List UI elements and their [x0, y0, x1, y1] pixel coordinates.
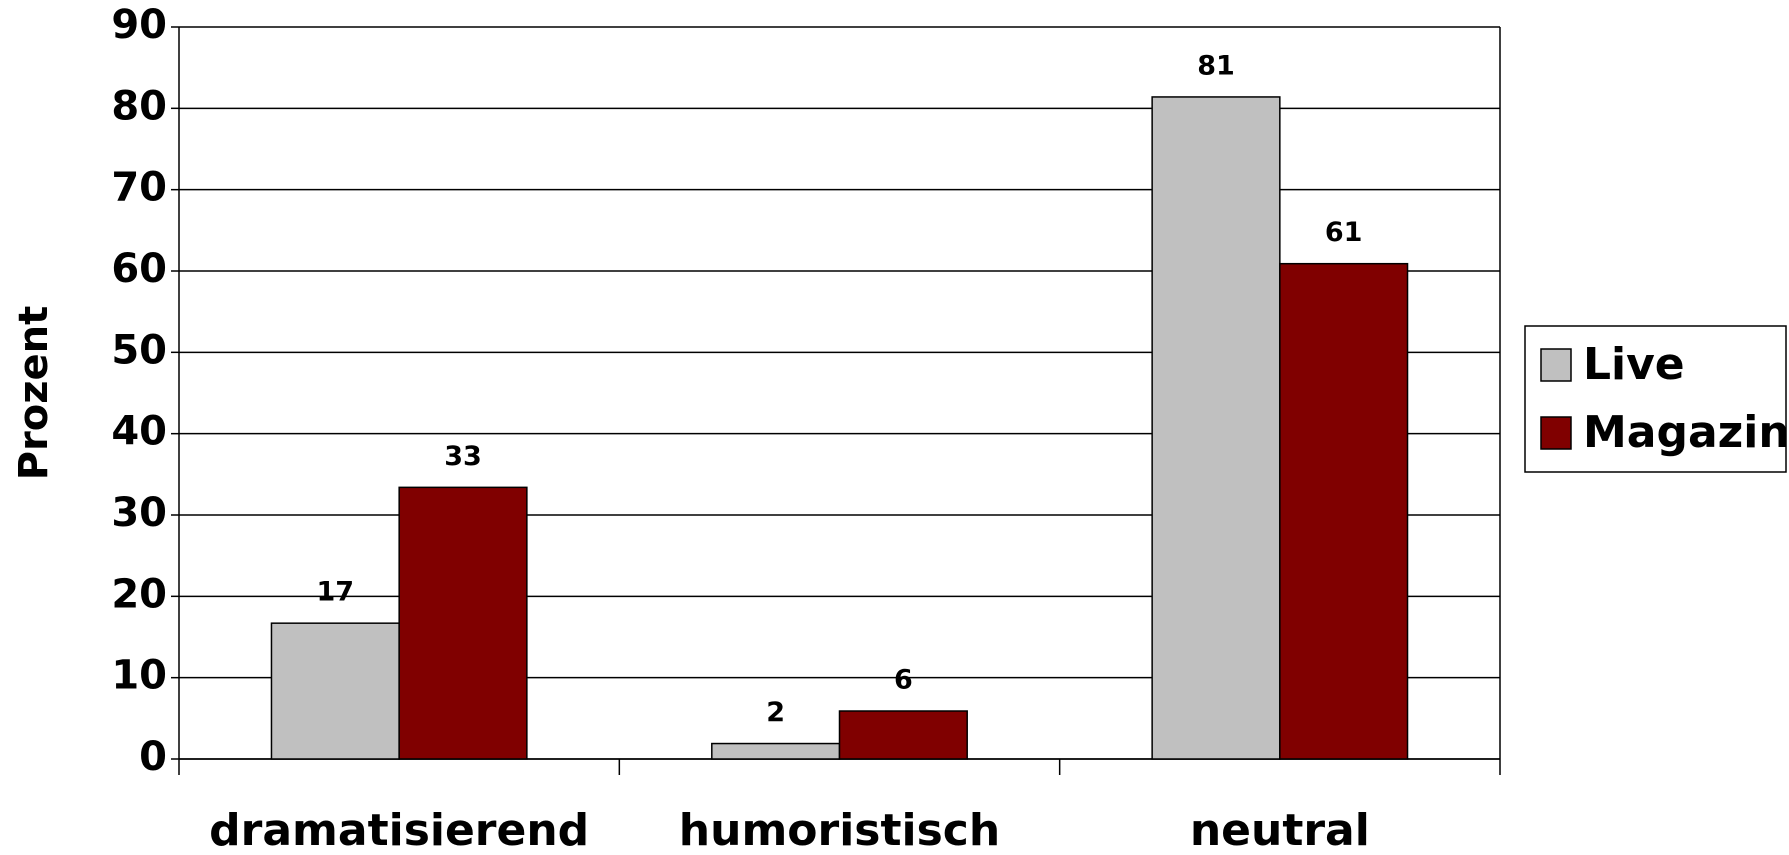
x-tick-label: neutral	[1190, 805, 1370, 855]
y-tick-label: 70	[111, 165, 167, 211]
bar	[1279, 262, 1409, 760]
y-tick-label: 90	[111, 2, 167, 48]
legend-label: Magazin	[1583, 407, 1789, 458]
y-tick-label: 0	[139, 734, 167, 780]
data-label: 17	[317, 577, 355, 608]
bar	[270, 622, 400, 760]
data-label: 2	[766, 697, 785, 728]
y-tick-label: 50	[111, 327, 167, 373]
y-tick-label: 80	[111, 83, 167, 129]
y-tick-label: 30	[111, 490, 167, 536]
data-label: 61	[1325, 217, 1363, 248]
x-tick-label: humoristisch	[679, 805, 1000, 855]
bar	[398, 486, 528, 760]
legend-swatch	[1540, 416, 1572, 450]
x-tick-label: dramatisierend	[209, 805, 589, 855]
data-label: 81	[1197, 50, 1235, 81]
legend-swatch	[1540, 348, 1572, 382]
y-tick-label: 60	[111, 246, 167, 292]
data-label: 33	[444, 441, 482, 472]
bar	[1151, 96, 1281, 760]
bar	[711, 742, 841, 760]
y-axis-label: Prozent	[11, 306, 57, 481]
y-tick-label: 20	[111, 571, 167, 617]
y-tick-label: 10	[111, 653, 167, 699]
bar	[838, 710, 968, 760]
data-label: 6	[894, 665, 913, 696]
legend-label: Live	[1583, 339, 1685, 390]
y-tick-label: 40	[111, 409, 167, 455]
